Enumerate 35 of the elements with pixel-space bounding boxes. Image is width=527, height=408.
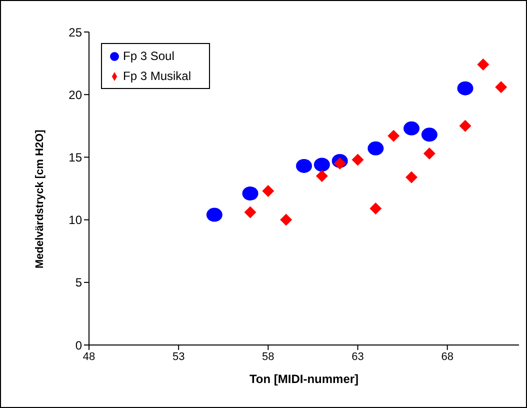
point	[370, 202, 382, 215]
point	[406, 171, 418, 184]
point	[280, 214, 292, 226]
point	[242, 186, 258, 201]
legend-label: Fp 3 Musikal	[123, 69, 192, 83]
point	[388, 130, 400, 142]
point	[368, 141, 384, 156]
y-tick-label: 15	[68, 150, 82, 164]
point	[244, 206, 256, 218]
legend-label: Fp 3 Soul	[123, 49, 174, 63]
point	[314, 158, 330, 172]
x-axis-title: Ton [MIDI-nummer]	[249, 372, 359, 386]
point	[457, 81, 474, 96]
point	[477, 58, 490, 71]
y-axis-title: Medelvärdstryck [cm H2O]	[34, 129, 46, 268]
point	[423, 147, 436, 160]
point	[495, 81, 508, 94]
y-tick-label: 10	[68, 213, 82, 228]
y-tick-label: 0	[75, 338, 82, 352]
point	[459, 120, 472, 132]
point	[352, 154, 364, 166]
x-tick-label: 68	[441, 350, 454, 363]
x-tick-label: 48	[82, 350, 96, 363]
x-tick-label: 53	[172, 350, 185, 363]
point	[262, 185, 274, 198]
point	[296, 158, 312, 173]
point	[316, 170, 328, 182]
y-tick-label: 20	[68, 88, 82, 102]
point	[421, 128, 438, 142]
y-tick-label: 25	[68, 25, 82, 40]
point	[404, 121, 420, 136]
x-tick-label: 63	[352, 350, 364, 363]
y-tick-label: 5	[75, 276, 82, 290]
point	[206, 208, 222, 222]
x-tick-label: 58	[262, 350, 274, 363]
